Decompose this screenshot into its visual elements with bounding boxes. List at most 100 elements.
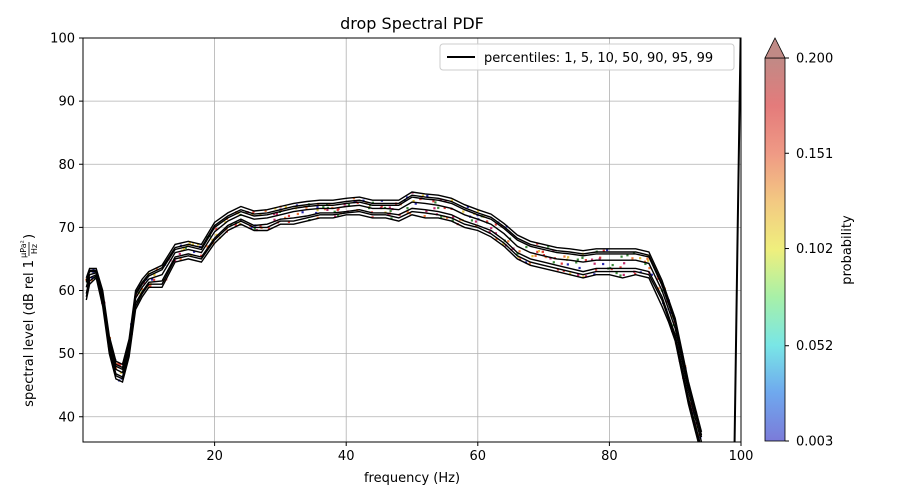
density-cell-298	[575, 261, 578, 264]
density-cell-258	[500, 224, 503, 227]
density-cell-327	[631, 257, 634, 260]
density-cell-291	[560, 262, 563, 265]
density-cell-217	[425, 210, 428, 213]
percentile-line-4	[85, 196, 703, 438]
density-cell-178	[355, 200, 358, 203]
density-cell-325	[632, 251, 636, 255]
density-cell-305	[593, 273, 596, 276]
density-cell-114	[234, 223, 237, 227]
density-cell-185	[365, 201, 368, 204]
density-cell-326	[623, 262, 626, 265]
density-cell-227	[443, 206, 446, 210]
density-cell-265	[507, 240, 510, 243]
y-tick-label-6: 100	[50, 32, 75, 47]
chart-title: drop Spectral PDF	[340, 14, 484, 33]
percentile-line-6	[85, 191, 703, 433]
legend-label: percentiles: 1, 5, 10, 50, 90, 95, 99	[484, 51, 713, 66]
density-cell-205	[406, 207, 409, 210]
density-cell-240	[470, 219, 474, 222]
density-cell-321	[619, 274, 622, 277]
density-cell-119	[245, 211, 248, 214]
legend: percentiles: 1, 5, 10, 50, 90, 95, 99	[439, 43, 735, 71]
density-cell-320	[620, 255, 623, 258]
density-cell-170	[343, 203, 346, 206]
density-cell-156	[316, 209, 319, 212]
density-cell-40	[119, 363, 122, 366]
density-cell-146	[287, 214, 291, 217]
density-cell-74	[151, 278, 154, 281]
density-cell-92	[193, 250, 196, 253]
density-cell-328	[622, 273, 625, 277]
edge-spike-line	[733, 38, 741, 442]
density-cell-171	[336, 208, 339, 212]
density-cell-151	[301, 211, 304, 214]
density-cell-302	[594, 268, 598, 271]
density-cell-266	[516, 252, 519, 255]
density-cell-285	[549, 257, 552, 260]
y-axis: 40 50 60 70 80 90 100	[50, 32, 83, 425]
density-cell-196	[387, 213, 390, 216]
density-cell-293	[563, 255, 566, 258]
density-cell-317	[611, 263, 614, 267]
density-cell-242	[474, 220, 478, 223]
density-cell-165	[322, 206, 325, 209]
density-cell-334	[646, 257, 649, 260]
density-cell-292	[556, 268, 560, 271]
density-cell-306	[593, 262, 596, 265]
density-cell-59	[140, 287, 144, 291]
density-cell-257	[490, 226, 493, 230]
density-cell-316	[615, 271, 618, 275]
density-cell-303	[584, 275, 588, 278]
density-cell-277	[534, 254, 537, 257]
density-cell-127	[264, 209, 267, 212]
density-cell-218	[434, 201, 437, 204]
density-cell-172	[334, 215, 337, 218]
density-cell-232	[462, 210, 465, 213]
density-cell-219	[426, 194, 429, 197]
density-cell-82	[174, 259, 177, 263]
colorbar-extend-arrow	[764, 37, 786, 59]
density-cell-137	[275, 212, 279, 216]
density-cell-244	[466, 205, 469, 208]
density-cell-349	[665, 300, 668, 303]
density-cell-163	[323, 208, 327, 211]
density-cell-276	[541, 250, 544, 253]
density-cell-140	[284, 216, 287, 219]
y-tick-label-1: 50	[58, 347, 75, 362]
colorbar-tick-label-4: 0.200	[796, 52, 833, 67]
density-cell-297	[577, 273, 580, 277]
density-cell-323	[626, 254, 629, 257]
density-cell-141	[287, 220, 291, 223]
density-cell-223	[437, 206, 440, 209]
x-tick-label-3: 80	[601, 449, 618, 464]
density-cell-289	[567, 256, 570, 259]
density-cell-382	[694, 422, 697, 425]
y-axis-label-text: spectral level (dB rel 1	[22, 260, 37, 407]
density-cell-143	[279, 209, 283, 212]
density-cell-9	[92, 268, 95, 271]
density-cell-318	[619, 266, 622, 269]
y-axis-label-numerator: µPa²	[19, 240, 28, 258]
density-cell-222	[433, 207, 436, 210]
density-cell-93	[200, 254, 203, 257]
x-axis-label: frequency (Hz)	[364, 471, 460, 486]
density-cell-133	[272, 212, 276, 216]
density-cell-314	[606, 248, 609, 252]
y-tick-label-3: 70	[58, 221, 75, 236]
density-cell-201	[389, 209, 392, 213]
density-cell-251	[476, 209, 480, 212]
density-cell-197	[390, 217, 393, 220]
density-cell-284	[542, 254, 545, 257]
y-axis-label-suffix: )	[22, 234, 37, 239]
legend-box	[439, 43, 735, 71]
density-cell-246	[488, 231, 491, 234]
density-cell-103	[211, 238, 214, 241]
density-cell-254	[494, 223, 497, 226]
density-cell-138	[273, 218, 276, 221]
percentile-line-2	[85, 207, 701, 442]
density-cell-269	[525, 245, 528, 249]
grid-lines	[83, 38, 741, 442]
colorbar-tick-label-2: 0.102	[796, 242, 833, 257]
density-cell-299	[576, 258, 579, 261]
density-cell-231	[450, 199, 453, 202]
